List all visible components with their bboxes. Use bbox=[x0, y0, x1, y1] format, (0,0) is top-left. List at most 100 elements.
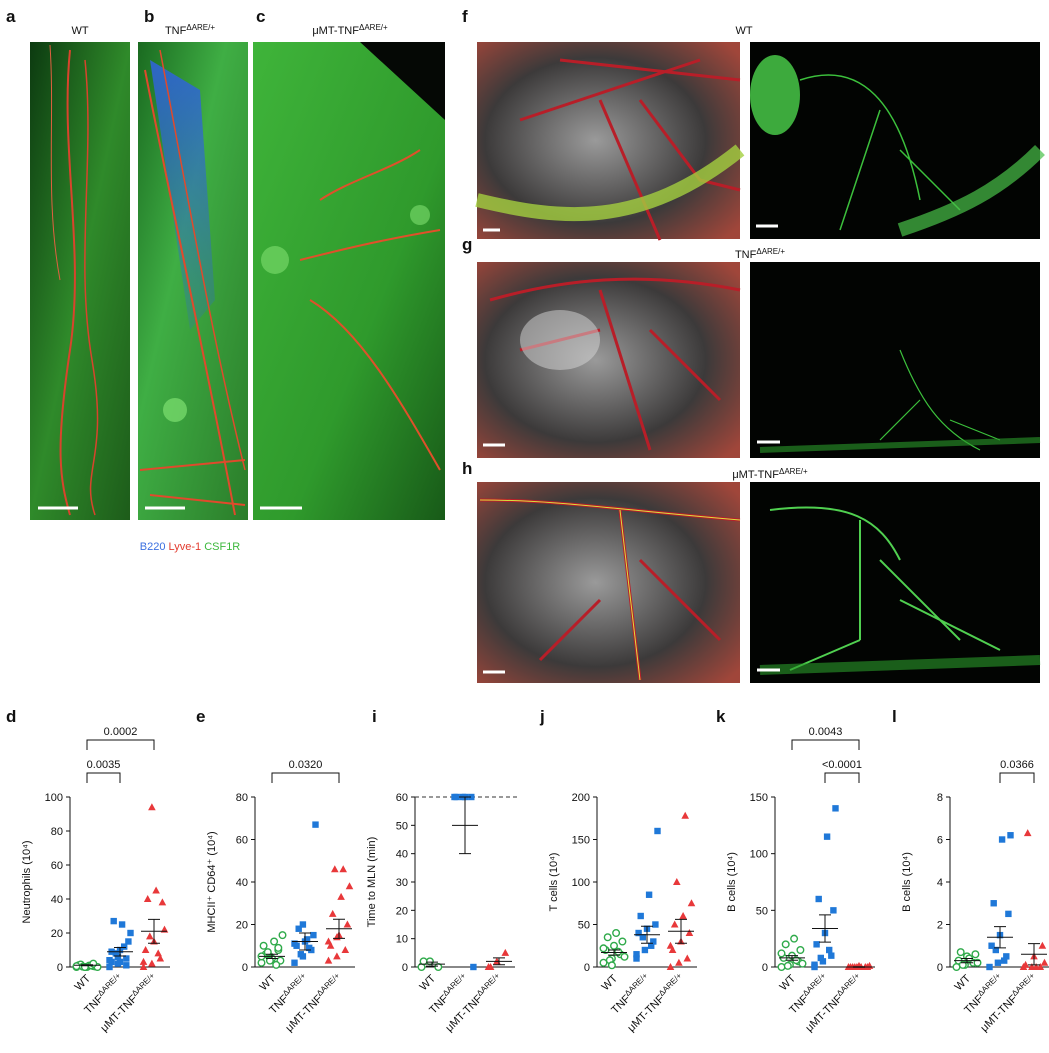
y-tick-label: 100 bbox=[572, 877, 590, 889]
data-point bbox=[633, 951, 640, 958]
data-point bbox=[339, 865, 347, 873]
title-sup: ΔARE/+ bbox=[779, 467, 808, 476]
data-point bbox=[620, 952, 629, 961]
data-point bbox=[324, 956, 333, 964]
y-axis-label: Time to MLN (min) bbox=[366, 837, 378, 928]
y-tick-label: 10 bbox=[396, 934, 408, 946]
data-point bbox=[306, 944, 313, 952]
data-point bbox=[681, 811, 689, 819]
y-tick-label: 6 bbox=[937, 835, 943, 847]
data-point bbox=[331, 865, 339, 873]
y-tick-label: 100 bbox=[45, 792, 63, 804]
y-tick-label: 0 bbox=[402, 962, 408, 974]
data-point bbox=[312, 821, 319, 828]
category-base: WT bbox=[600, 972, 621, 993]
data-point bbox=[1040, 958, 1049, 966]
panel-title: TNFΔARE/+ bbox=[165, 23, 215, 37]
data-point bbox=[343, 920, 352, 928]
category-sup: ΔARE/+ bbox=[657, 971, 684, 998]
data-point bbox=[781, 940, 790, 949]
y-tick-label: 100 bbox=[750, 849, 768, 861]
title-sup: ΔARE/+ bbox=[186, 23, 215, 32]
data-point bbox=[666, 963, 675, 970]
y-tick-label: 80 bbox=[51, 826, 63, 838]
data-point bbox=[257, 958, 266, 967]
data-point bbox=[468, 793, 475, 801]
data-point bbox=[830, 907, 837, 914]
y-axis-label: T cells (10⁴) bbox=[548, 853, 560, 912]
data-point bbox=[291, 959, 298, 966]
x-tick-label: WT bbox=[600, 972, 621, 993]
error-bar bbox=[114, 946, 126, 957]
image-b bbox=[138, 42, 248, 520]
data-point bbox=[303, 936, 311, 943]
data-point bbox=[1021, 960, 1030, 968]
y-tick-label: 0 bbox=[762, 962, 768, 974]
data-point bbox=[612, 929, 621, 938]
data-point bbox=[297, 951, 304, 958]
panel-letter: f bbox=[462, 7, 468, 26]
data-point bbox=[291, 940, 298, 947]
category-base: WT bbox=[778, 972, 799, 993]
error-bar bbox=[608, 949, 620, 956]
category-sup: ΔARE/+ bbox=[96, 971, 123, 998]
data-point bbox=[143, 895, 152, 902]
data-point bbox=[603, 933, 612, 942]
panel-letter: e bbox=[196, 707, 205, 726]
panel-letter: j bbox=[539, 707, 545, 726]
category-sup: ΔARE/+ bbox=[801, 971, 828, 998]
y-tick-label: 40 bbox=[51, 894, 63, 906]
data-point bbox=[148, 959, 156, 967]
y-tick-label: 20 bbox=[236, 920, 248, 932]
p-value: 0.0043 bbox=[809, 726, 843, 738]
error-bar bbox=[266, 953, 278, 959]
data-point bbox=[652, 921, 659, 928]
data-point bbox=[278, 931, 287, 940]
title-base: μMT-TNF bbox=[732, 469, 779, 481]
x-tick-label: WT bbox=[258, 972, 279, 993]
y-tick-label: 50 bbox=[396, 820, 408, 832]
data-point bbox=[670, 920, 679, 928]
panel-title: WT bbox=[71, 25, 88, 37]
category-sup: ΔARE/+ bbox=[976, 971, 1003, 998]
data-point bbox=[641, 946, 649, 954]
title-sup: ΔARE/+ bbox=[359, 23, 388, 32]
data-point bbox=[777, 949, 786, 958]
category-base: μMT-TNF bbox=[625, 993, 667, 1035]
category-base: μMT-TNF bbox=[283, 993, 325, 1035]
y-tick-label: 60 bbox=[236, 835, 248, 847]
category-sup: ΔARE/+ bbox=[835, 971, 862, 998]
category-base: μMT-TNF bbox=[98, 993, 140, 1035]
p-value: 0.0035 bbox=[87, 759, 121, 771]
data-point bbox=[486, 963, 495, 970]
data-point bbox=[295, 925, 302, 932]
y-tick-label: 200 bbox=[572, 792, 590, 804]
significance-bracket bbox=[271, 772, 340, 783]
data-point bbox=[614, 947, 623, 956]
data-point bbox=[645, 891, 653, 898]
photo-g bbox=[477, 262, 1041, 458]
data-point bbox=[419, 957, 428, 966]
panel-letter: a bbox=[6, 7, 16, 26]
error-bar bbox=[148, 918, 160, 944]
data-point bbox=[673, 878, 681, 885]
data-point bbox=[259, 941, 268, 950]
data-point bbox=[110, 917, 117, 925]
data-point bbox=[121, 943, 128, 950]
data-point bbox=[324, 937, 333, 945]
data-point bbox=[123, 955, 130, 962]
data-point bbox=[813, 941, 820, 948]
data-point bbox=[639, 934, 646, 941]
data-point bbox=[345, 882, 354, 890]
data-point bbox=[141, 946, 150, 953]
data-point bbox=[1003, 953, 1010, 960]
error-bar bbox=[426, 961, 438, 967]
data-point bbox=[826, 946, 833, 954]
data-point bbox=[988, 942, 995, 949]
category-base: WT bbox=[258, 972, 279, 993]
error-bar bbox=[961, 958, 973, 964]
y-axis-label: B cells (10⁴) bbox=[901, 852, 913, 912]
error-bar bbox=[299, 932, 311, 951]
error-bar bbox=[641, 925, 653, 944]
